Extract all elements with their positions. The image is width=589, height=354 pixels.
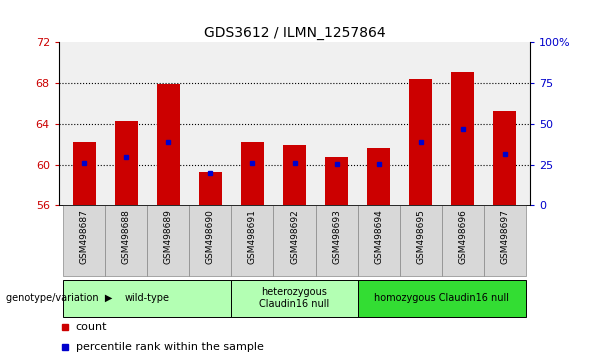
Bar — [442, 205, 484, 276]
Bar — [358, 205, 400, 276]
Bar — [400, 205, 442, 276]
Bar — [484, 205, 526, 276]
Bar — [147, 205, 189, 276]
Bar — [273, 205, 316, 276]
Bar — [231, 280, 358, 316]
Text: GSM498693: GSM498693 — [332, 209, 341, 264]
Bar — [157, 84, 180, 205]
Text: percentile rank within the sample: percentile rank within the sample — [76, 342, 264, 352]
Title: GDS3612 / ILMN_1257864: GDS3612 / ILMN_1257864 — [204, 26, 385, 40]
Bar — [358, 280, 526, 316]
Bar — [231, 205, 273, 276]
Text: GSM498695: GSM498695 — [416, 209, 425, 264]
Bar — [316, 205, 358, 276]
Text: GSM498689: GSM498689 — [164, 209, 173, 264]
Bar — [367, 148, 391, 205]
Text: GSM498691: GSM498691 — [248, 209, 257, 264]
Text: GSM498687: GSM498687 — [80, 209, 88, 264]
Bar — [105, 205, 147, 276]
Text: heterozygous
Claudin16 null: heterozygous Claudin16 null — [259, 287, 330, 309]
Text: GSM498697: GSM498697 — [501, 209, 509, 264]
Bar — [115, 121, 138, 205]
Text: homozygous Claudin16 null: homozygous Claudin16 null — [374, 293, 509, 303]
Bar — [63, 280, 231, 316]
Bar — [199, 172, 222, 205]
Text: wild-type: wild-type — [125, 293, 170, 303]
Text: GSM498690: GSM498690 — [206, 209, 215, 264]
Bar — [494, 111, 517, 205]
Text: GSM498694: GSM498694 — [374, 209, 383, 264]
Bar — [241, 142, 264, 205]
Text: GSM498692: GSM498692 — [290, 209, 299, 264]
Bar — [325, 158, 348, 205]
Text: GSM498696: GSM498696 — [458, 209, 467, 264]
Bar — [63, 205, 105, 276]
Bar — [72, 142, 96, 205]
Text: GSM498688: GSM498688 — [122, 209, 131, 264]
Bar — [451, 72, 474, 205]
Text: genotype/variation  ▶: genotype/variation ▶ — [6, 293, 112, 303]
Bar — [189, 205, 231, 276]
Text: count: count — [76, 322, 107, 332]
Bar — [283, 145, 306, 205]
Bar — [409, 79, 432, 205]
